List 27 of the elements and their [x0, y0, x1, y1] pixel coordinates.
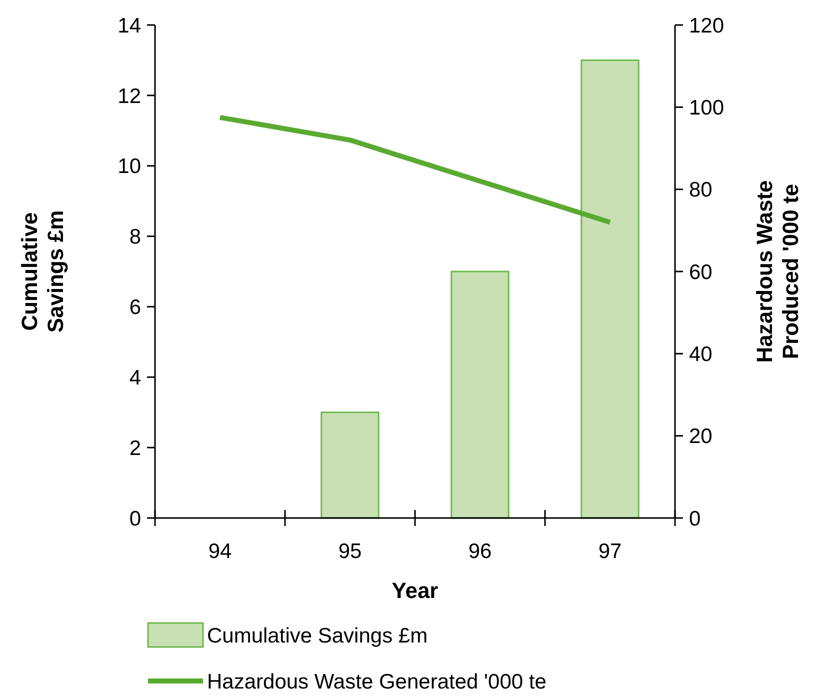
y-tick-label: 0: [129, 507, 141, 530]
y-tick-label: 2: [129, 436, 141, 460]
y2-axis-title: Hazardous Waste Produced '000 te: [752, 180, 803, 363]
y-tick-label: 10: [118, 155, 141, 178]
legend-label: Cumulative Savings £m: [207, 624, 428, 648]
y2-tick-label: 100: [689, 96, 724, 120]
y-tick-label: 6: [129, 296, 141, 320]
y-tick-label: 14: [118, 14, 142, 38]
y-tick-label: 8: [129, 226, 141, 249]
y2-tick-label: 120: [689, 14, 724, 38]
bar: [580, 59, 640, 519]
y2-tick-label: 40: [689, 343, 712, 366]
y2-tick-label: 0: [689, 507, 701, 530]
legend-label: Hazardous Waste Generated '000 te: [207, 670, 546, 694]
y2-tick-label: 20: [689, 425, 712, 448]
y2-tick-label: 80: [689, 178, 712, 202]
bar: [450, 270, 510, 519]
x-tick-label: 95: [338, 540, 362, 563]
y2-tick-label: 60: [689, 260, 712, 284]
y-axis-title: Cumulative Savings £m: [17, 210, 68, 333]
x-tick-label: 97: [598, 540, 622, 563]
y-tick-label: 4: [129, 366, 142, 390]
y-tick-label: 12: [118, 84, 141, 108]
bar: [320, 412, 380, 519]
x-tick-label: 94: [208, 540, 232, 563]
x-tick-label: 96: [468, 540, 492, 563]
x-axis-title: Year: [392, 578, 439, 603]
